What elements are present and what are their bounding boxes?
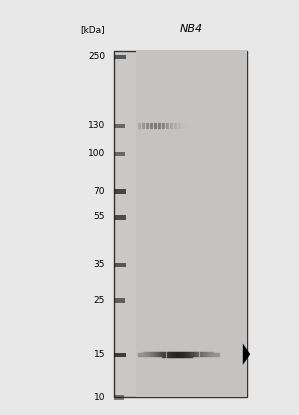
Bar bbox=[114, 215, 126, 220]
Text: 100: 100 bbox=[88, 149, 105, 158]
Text: 250: 250 bbox=[88, 52, 105, 61]
Bar bbox=[114, 263, 126, 267]
Bar bbox=[114, 54, 126, 59]
Text: NB4: NB4 bbox=[180, 24, 203, 34]
Bar bbox=[114, 298, 125, 303]
Text: 25: 25 bbox=[94, 295, 105, 305]
Bar bbox=[114, 395, 124, 400]
Polygon shape bbox=[243, 344, 250, 365]
Text: 10: 10 bbox=[94, 393, 105, 402]
Bar bbox=[114, 124, 125, 128]
Bar bbox=[114, 151, 125, 156]
Bar bbox=[114, 353, 126, 357]
Bar bbox=[114, 51, 247, 397]
Text: 55: 55 bbox=[94, 212, 105, 221]
Text: 35: 35 bbox=[94, 260, 105, 269]
Bar bbox=[114, 189, 126, 194]
Text: 15: 15 bbox=[94, 350, 105, 359]
Text: 70: 70 bbox=[94, 187, 105, 195]
Text: [kDa]: [kDa] bbox=[80, 25, 105, 34]
Text: 130: 130 bbox=[88, 121, 105, 130]
Bar bbox=[136, 51, 247, 397]
